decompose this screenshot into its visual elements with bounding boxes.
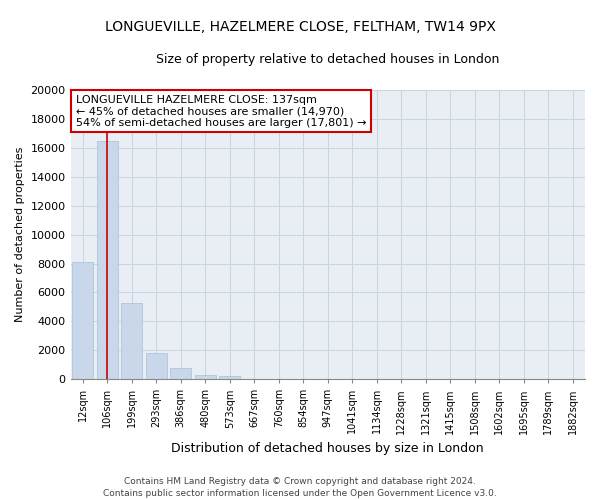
Bar	[220, 376, 240, 379]
Bar	[170, 368, 191, 379]
X-axis label: Distribution of detached houses by size in London: Distribution of detached houses by size …	[172, 442, 484, 455]
Bar	[195, 375, 215, 379]
Title: Size of property relative to detached houses in London: Size of property relative to detached ho…	[156, 52, 499, 66]
Text: Contains HM Land Registry data © Crown copyright and database right 2024.
Contai: Contains HM Land Registry data © Crown c…	[103, 476, 497, 498]
Bar	[97, 141, 118, 379]
Bar	[146, 353, 167, 379]
Y-axis label: Number of detached properties: Number of detached properties	[15, 147, 25, 322]
Bar	[121, 302, 142, 379]
Bar	[73, 262, 93, 379]
Text: LONGUEVILLE HAZELMERE CLOSE: 137sqm
← 45% of detached houses are smaller (14,970: LONGUEVILLE HAZELMERE CLOSE: 137sqm ← 45…	[76, 94, 366, 128]
Text: LONGUEVILLE, HAZELMERE CLOSE, FELTHAM, TW14 9PX: LONGUEVILLE, HAZELMERE CLOSE, FELTHAM, T…	[104, 20, 496, 34]
